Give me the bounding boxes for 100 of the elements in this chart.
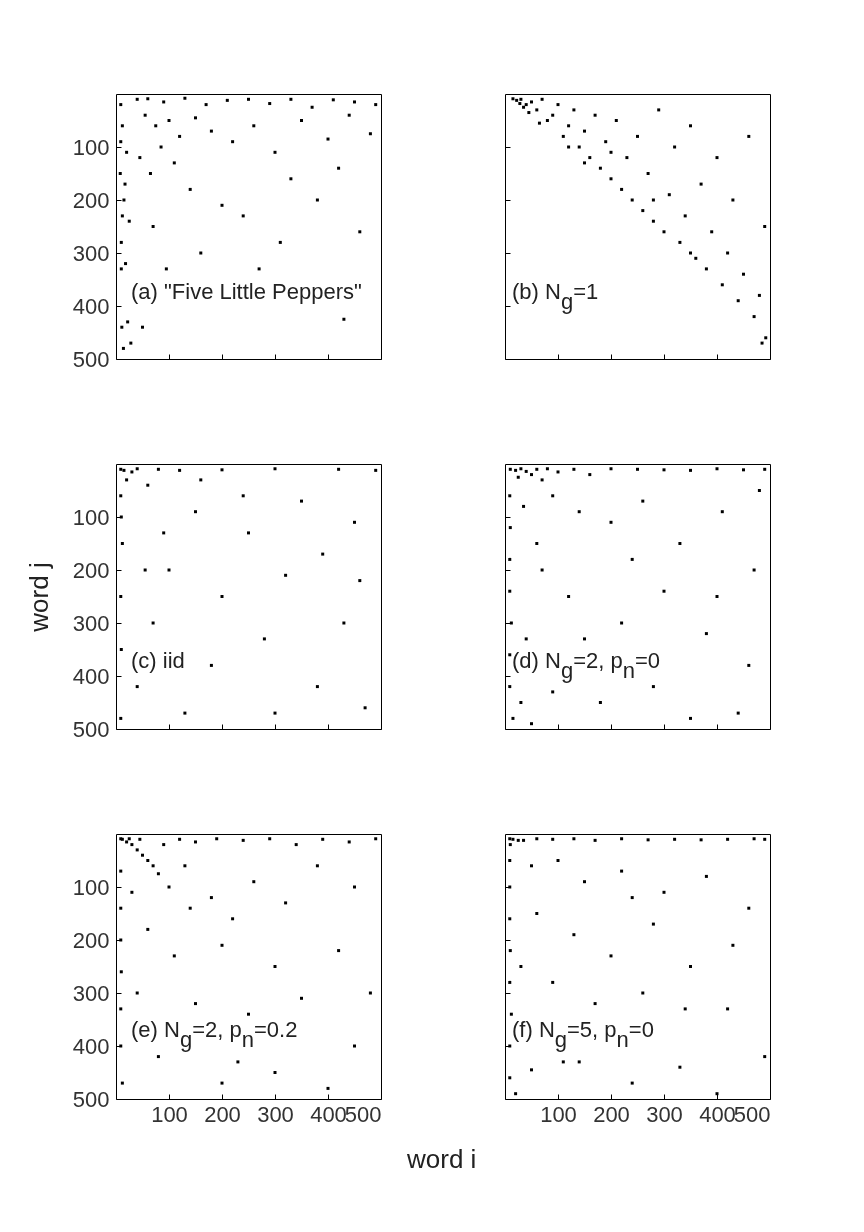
point <box>662 890 666 894</box>
point <box>194 510 197 514</box>
point <box>704 267 708 271</box>
point <box>678 542 682 545</box>
point <box>572 837 576 841</box>
point <box>119 970 123 974</box>
point <box>231 140 235 144</box>
point <box>252 880 256 884</box>
point <box>172 954 176 958</box>
point <box>162 531 166 535</box>
point <box>374 468 378 472</box>
point <box>199 478 203 482</box>
point <box>135 848 139 852</box>
point <box>178 837 182 841</box>
point <box>199 251 203 255</box>
point <box>122 468 126 472</box>
point <box>508 685 512 689</box>
point <box>530 864 533 868</box>
point <box>326 137 330 141</box>
point <box>347 113 351 117</box>
point <box>763 1055 767 1059</box>
point <box>598 166 602 170</box>
point <box>122 198 126 202</box>
point <box>508 494 512 498</box>
point <box>662 230 666 234</box>
point <box>551 980 555 984</box>
point <box>119 595 123 598</box>
point <box>159 145 163 149</box>
point <box>588 156 592 160</box>
point <box>118 172 122 175</box>
point <box>742 272 745 276</box>
y-tick-label: 100 <box>72 504 110 530</box>
point <box>530 100 533 104</box>
point <box>694 256 698 260</box>
point <box>326 1086 330 1090</box>
y-tick-label: 400 <box>72 293 110 319</box>
y-tick-label: 200 <box>72 187 110 213</box>
point <box>315 864 319 868</box>
point <box>119 906 123 910</box>
point <box>609 954 613 958</box>
point <box>516 475 520 479</box>
point <box>353 100 356 104</box>
point <box>509 1012 513 1016</box>
point <box>598 701 602 704</box>
x-tick-label: 500 <box>344 1101 382 1127</box>
point <box>636 134 639 138</box>
point <box>646 838 650 842</box>
point <box>757 489 761 492</box>
point <box>726 837 730 841</box>
point <box>209 896 213 900</box>
point <box>535 108 539 112</box>
point <box>518 102 522 106</box>
point <box>720 283 724 287</box>
point <box>300 499 303 503</box>
point <box>321 552 325 556</box>
point <box>127 219 131 223</box>
point <box>540 568 544 572</box>
point <box>120 214 124 218</box>
point <box>374 837 378 841</box>
point <box>530 473 533 477</box>
point <box>757 293 761 297</box>
point <box>726 1007 730 1011</box>
point <box>130 470 134 474</box>
point <box>241 494 245 498</box>
point <box>630 1081 634 1085</box>
point <box>508 917 512 921</box>
point <box>593 113 597 117</box>
point <box>715 595 719 598</box>
y-tick-label: 500 <box>72 716 110 742</box>
point <box>508 589 512 593</box>
point <box>247 1012 250 1016</box>
point <box>194 1002 197 1006</box>
point <box>125 150 129 154</box>
point <box>515 98 519 102</box>
point <box>736 711 740 715</box>
point <box>683 214 687 218</box>
point <box>125 840 129 844</box>
point <box>556 859 560 862</box>
point <box>508 653 512 657</box>
point <box>294 843 298 847</box>
x-axis-title: word i <box>407 1144 477 1175</box>
x-tick-label: 200 <box>204 1101 241 1127</box>
point <box>519 701 523 704</box>
point <box>183 711 187 715</box>
point <box>524 637 528 641</box>
point <box>583 161 586 165</box>
point <box>540 97 544 101</box>
point <box>162 100 166 104</box>
point <box>151 621 155 625</box>
x-tick-label: 100 <box>540 1101 577 1127</box>
point <box>535 837 539 841</box>
point <box>636 467 639 471</box>
point <box>662 589 666 593</box>
point <box>353 1044 356 1048</box>
x-tick-label: 100 <box>151 1101 188 1127</box>
point <box>522 504 526 508</box>
point <box>151 225 155 228</box>
point <box>752 568 756 572</box>
point <box>577 145 581 149</box>
point <box>508 526 512 530</box>
